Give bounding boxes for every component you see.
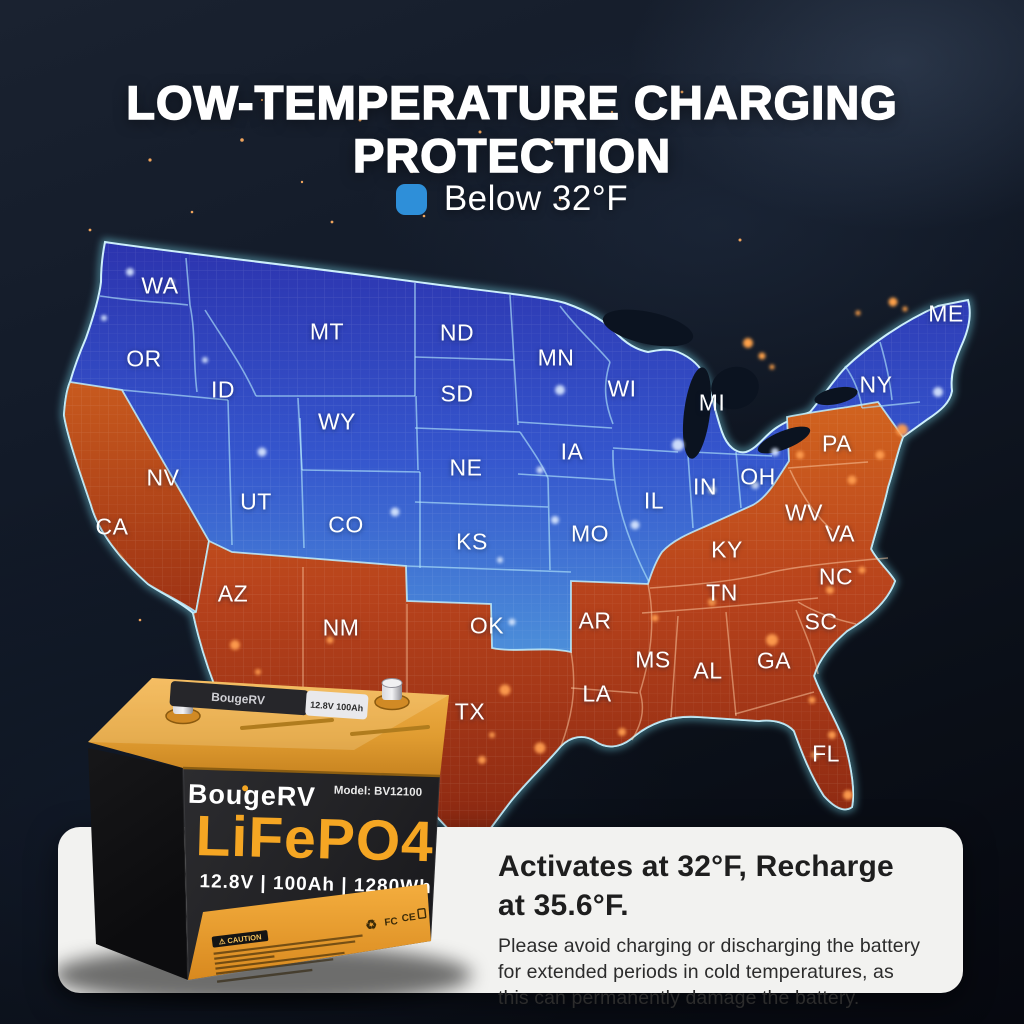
info-card-body: Please avoid charging or discharging the… bbox=[498, 935, 921, 1009]
state-borders-orange bbox=[302, 461, 889, 753]
title-line-2: PROTECTION bbox=[352, 128, 672, 183]
page-title: LOW-TEMPERATURE CHARGING PROTECTION bbox=[0, 76, 1024, 183]
info-card: Activates at 32°F, Recharge at 35.6°F. P… bbox=[58, 827, 963, 1009]
legend-label: Below 32°F bbox=[443, 179, 629, 218]
state-borders-blue bbox=[99, 257, 921, 583]
below-32-swatch-icon bbox=[395, 183, 427, 215]
background-city-lights bbox=[88, 90, 742, 622]
legend: Below 32°F bbox=[0, 179, 1024, 219]
info-card-heading: Activates at 32°F, Recharge at 35.6°F. bbox=[498, 850, 894, 922]
title-line-1: LOW-TEMPERATURE CHARGING bbox=[125, 76, 898, 130]
city-lights-canada bbox=[743, 297, 908, 370]
great-lakes bbox=[602, 309, 858, 459]
